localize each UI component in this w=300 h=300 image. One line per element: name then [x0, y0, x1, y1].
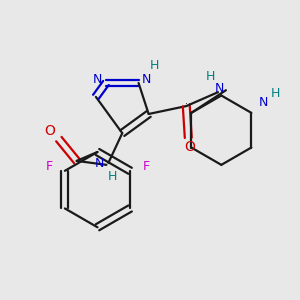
- Text: N: N: [142, 73, 151, 85]
- Text: O: O: [44, 124, 56, 138]
- Text: F: F: [142, 160, 149, 173]
- Text: H: H: [206, 70, 215, 83]
- Text: N: N: [214, 82, 224, 95]
- Text: H: H: [108, 170, 117, 183]
- Text: F: F: [46, 160, 52, 173]
- Text: O: O: [184, 140, 195, 154]
- Text: N: N: [259, 96, 268, 110]
- Text: H: H: [271, 86, 280, 100]
- Text: H: H: [150, 58, 159, 72]
- Text: ...: ...: [185, 96, 194, 106]
- Text: N: N: [92, 73, 102, 85]
- Text: N: N: [95, 158, 104, 170]
